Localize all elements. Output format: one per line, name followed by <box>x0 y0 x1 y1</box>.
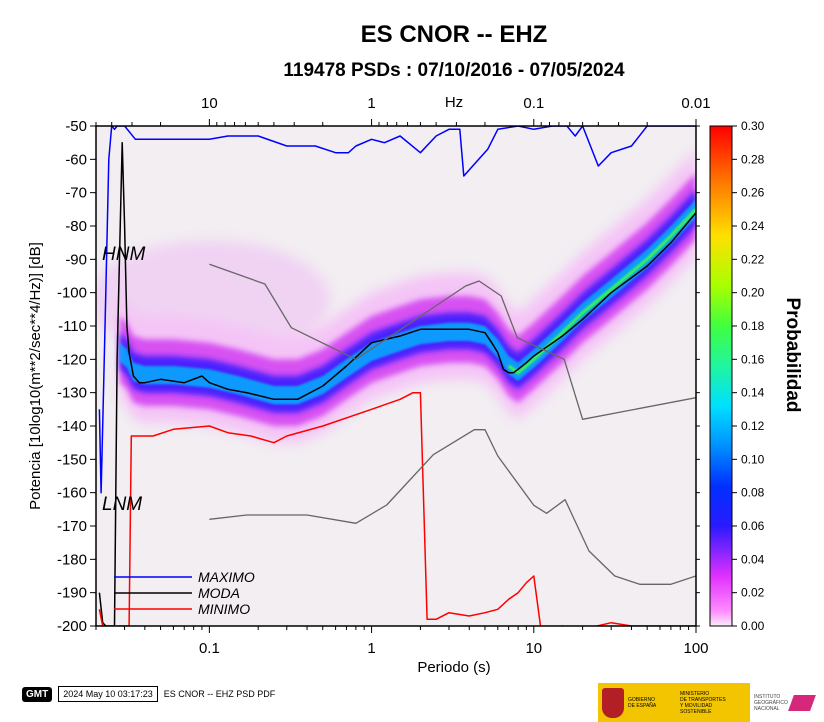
pdf-density <box>96 149 696 443</box>
footer-caption: ES CNOR -- EHZ PSD PDF <box>163 689 276 699</box>
series-line-maximo <box>98 126 696 494</box>
chart-subtitle: 119478 PSDs : 07/10/2016 - 07/05/2024 <box>283 60 625 81</box>
gobierno-text: GOBIERNO DE ESPAÑA <box>628 696 657 709</box>
colorbar-tick-label: 0.26 <box>741 186 765 200</box>
legend-label-moda: MODA <box>198 585 240 601</box>
x-tick-label: 1 <box>367 640 375 657</box>
y-axis-label: Potencia [10log10(m**2/sec**4/Hz)] [dB] <box>27 242 44 510</box>
y-tick-label: -140 <box>57 418 87 435</box>
y-tick-label: -200 <box>57 618 87 635</box>
top-axis: 10 1 0.1 0.01 <box>95 95 711 126</box>
colorbar-tick-label: 0.28 <box>741 152 765 166</box>
y-tick-label: -190 <box>57 585 87 602</box>
ign-logo: INSTITUTO GEOGRÁFICO NACIONAL <box>750 683 824 722</box>
y-tick-label: -130 <box>57 385 87 402</box>
colorbar-tick-label: 0.18 <box>741 319 765 333</box>
colorbar-tick-label: 0.22 <box>741 252 765 266</box>
y-tick-label: -60 <box>65 151 87 168</box>
y-tick-label: -110 <box>58 318 87 335</box>
series-line-lnm <box>209 429 696 585</box>
density-max-ridge <box>507 208 696 375</box>
y-tick-label: -170 <box>57 518 87 535</box>
x-axis: 0.1 1 10 100 <box>95 626 709 657</box>
colorbar-ticks: 0.00 0.02 0.04 0.06 0.08 0.10 0.12 0.14 0.16 0.18… <box>732 119 765 633</box>
legend-label-maximo: MAXIMO <box>198 569 255 585</box>
colorbar-tick-label: 0.14 <box>741 386 765 400</box>
colorbar-tick-label: 0.30 <box>741 119 765 133</box>
y-tick-label: -50 <box>65 118 87 135</box>
legend-label-minimo: MINIMO <box>198 601 250 617</box>
top-axis-label: Hz <box>445 94 463 111</box>
density-peak <box>119 199 696 405</box>
colorbar-tick-label: 0.06 <box>741 519 765 533</box>
colorbar-tick-label: 0.20 <box>741 286 765 300</box>
series-line-hnm <box>209 263 696 420</box>
colorbar-tick-label: 0.00 <box>741 619 765 633</box>
x-axis-label: Periodo (s) <box>417 659 490 676</box>
colorbar-tick-label: 0.02 <box>741 586 765 600</box>
y-tick-label: -80 <box>65 218 87 235</box>
gmt-logo: GMT <box>22 686 53 702</box>
density-mid <box>119 172 696 426</box>
timestamp: 2024 May 10 03:17:23 <box>58 686 158 702</box>
y-tick-label: -100 <box>57 285 87 302</box>
top-tick-label: 1 <box>367 95 375 112</box>
x-tick-label: 100 <box>683 640 708 657</box>
colorbar-tick-label: 0.16 <box>741 352 765 366</box>
y-tick-label: -150 <box>57 451 87 468</box>
ign-text: INSTITUTO GEOGRÁFICO NACIONAL <box>754 693 788 712</box>
colorbar-tick-label: 0.24 <box>741 219 765 233</box>
y-tick-label: -180 <box>57 551 87 568</box>
institution-logos: GOBIERNO DE ESPAÑA MINISTERIO DE TRANSPORT… <box>598 683 824 722</box>
colorbar-tick-label: 0.08 <box>741 486 765 500</box>
density-core <box>119 189 696 413</box>
colorbar-tick-label: 0.04 <box>741 552 765 566</box>
legend: MAXIMO MODA MINIMO <box>114 569 255 617</box>
y-tick-label: -120 <box>57 351 87 368</box>
colorbar-tick-label: 0.10 <box>741 452 765 466</box>
y-tick-label: -160 <box>57 485 87 502</box>
top-tick-label: 0.1 <box>523 95 544 112</box>
y-tick-label: -70 <box>65 185 87 202</box>
hnm-label: HNM <box>102 244 145 265</box>
series-line-moda <box>98 141 696 626</box>
series-line-minimo <box>98 391 696 626</box>
footer: GMT 2024 May 10 03:17:23 ES CNOR -- EHZ … <box>22 684 275 704</box>
coat-of-arms-icon <box>602 687 624 718</box>
plot-frame <box>95 125 697 627</box>
y-tick-label: -90 <box>65 251 87 268</box>
colorbar-label: Probabilidad <box>782 297 803 412</box>
colorbar-tick-label: 0.12 <box>741 419 765 433</box>
series-lines <box>98 126 696 626</box>
colorbar <box>709 125 733 627</box>
chart-title: ES CNOR -- EHZ <box>361 21 548 48</box>
top-tick-label: 0.01 <box>681 95 710 112</box>
ign-mark-icon <box>788 694 816 711</box>
x-tick-label: 0.1 <box>199 640 220 657</box>
gobierno-logo: GOBIERNO DE ESPAÑA MINISTERIO DE TRANSPORT… <box>598 683 750 722</box>
lnm-label: LNM <box>102 494 142 515</box>
ministerio-text: MINISTERIO DE TRANSPORTES Y MOVILIDAD SOST… <box>680 690 726 715</box>
top-tick-label: 10 <box>201 95 218 112</box>
x-tick-label: 10 <box>525 640 542 657</box>
y-axis: -50 -60 -70 -80 -90 -100 -110 -120 -130 -140 -150 -… <box>57 118 700 635</box>
